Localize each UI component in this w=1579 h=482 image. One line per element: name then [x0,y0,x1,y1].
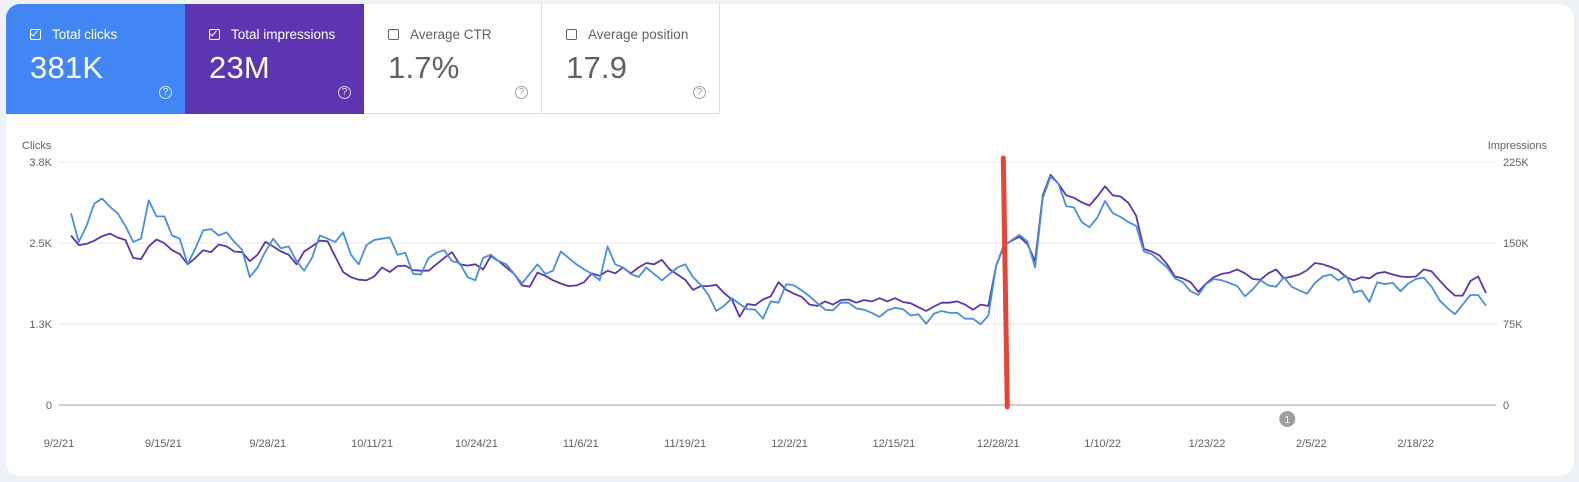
metric-label: Total clicks [52,27,118,42]
x-tick-label: 1/23/22 [1189,438,1226,450]
metric-label: Average position [588,27,689,42]
help-icon[interactable]: ? [338,86,351,99]
x-tick-label: 10/11/21 [351,438,393,450]
metric-card-average-position[interactable]: Average position 17.9? [542,4,720,114]
x-tick-label: 10/24/21 [455,438,498,450]
metric-label: Average CTR [410,27,492,42]
y-tick-right: 0 [1503,400,1509,412]
x-tick-label: 9/28/21 [249,438,286,450]
y-tick-left: 0 [46,400,52,412]
x-tick-label: 1/10/22 [1084,438,1121,450]
y-tick-left: 1.3K [29,319,52,331]
metric-card-total-impressions[interactable]: Total impressions 23M? [185,4,364,114]
annotation-marker [1279,411,1296,427]
x-tick-label: 11/6/21 [563,438,599,450]
annotation-marker-label: 1 [1284,415,1290,426]
series-line-clicks [70,175,1487,326]
help-icon[interactable]: ? [515,86,528,99]
y-tick-right: 225K [1503,157,1529,169]
right-axis-label: Impressions [1488,140,1548,152]
metric-value: 1.7% [388,50,460,85]
left-axis-label: Clicks [22,140,52,152]
x-tick-label: 9/2/21 [44,438,75,450]
series-line-impressions [70,173,1487,318]
x-tick-label: 2/18/22 [1397,438,1434,450]
y-tick-left: 3.8K [29,157,52,169]
y-tick-right: 150K [1503,238,1529,250]
metric-value: 381K [30,50,104,85]
y-tick-left: 2.5K [29,238,52,250]
y-tick-right: 75K [1503,319,1523,331]
help-icon[interactable]: ? [159,86,172,99]
highlight-line [1000,155,1010,410]
metric-label: Total impressions [231,27,336,42]
help-icon[interactable]: ? [693,86,706,99]
metric-value: 17.9 [566,50,628,85]
checkbox-unchecked-icon[interactable] [566,29,577,40]
checkbox-checked-icon[interactable] [30,28,41,40]
x-tick-label: 12/15/21 [872,438,915,450]
metric-card-total-clicks[interactable]: Total clicks 381K? [6,4,185,114]
performance-panel: Total clicks 381K? Total impressions 23M? Av… [6,4,1574,476]
metric-value: 23M [209,50,270,85]
x-tick-label: 12/2/21 [771,438,808,450]
x-tick-label: 9/15/21 [145,438,182,450]
checkbox-checked-icon[interactable] [209,28,220,40]
checkbox-unchecked-icon[interactable] [388,29,399,40]
x-tick-label: 2/5/22 [1296,438,1327,450]
x-tick-label: 12/28/21 [977,438,1020,450]
performance-chart: 3.8K 225K 2.5K 150K 1.3K 75K 0 0 Clicks Impressio… [22,140,1548,450]
x-tick-label: 11/19/21 [664,438,706,450]
metric-card-average-ctr[interactable]: Average CTR 1.7%? [364,4,542,114]
